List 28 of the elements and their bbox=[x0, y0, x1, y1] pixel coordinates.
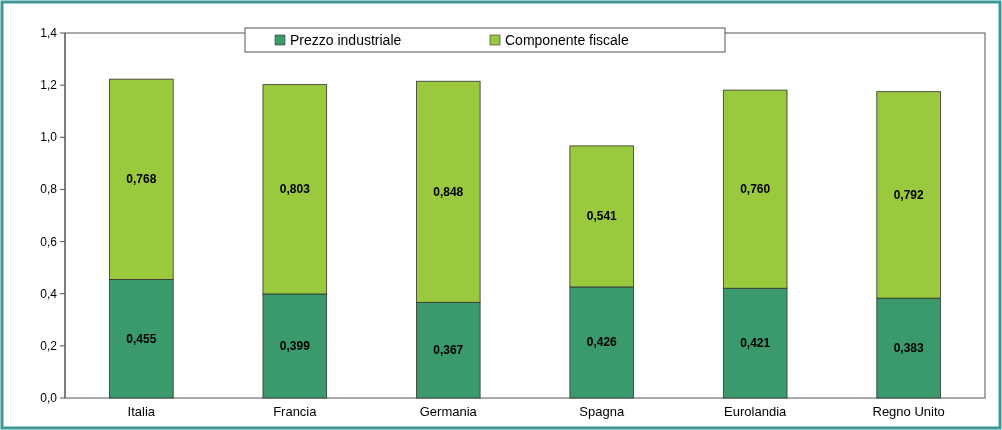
data-label: 0,803 bbox=[279, 182, 311, 197]
y-tick-label: 0,0 bbox=[40, 391, 58, 405]
data-label: 0,760 bbox=[740, 182, 771, 197]
data-label: 0,399 bbox=[279, 338, 311, 353]
data-label: 0,383 bbox=[893, 341, 924, 356]
data-label: 0,792 bbox=[893, 187, 924, 202]
legend-label: Prezzo industriale bbox=[290, 32, 402, 48]
y-tick-label: 0,4 bbox=[40, 286, 58, 301]
y-tick-label: 0,6 bbox=[40, 234, 58, 249]
legend-label: Componente fiscale bbox=[505, 32, 629, 48]
data-label: 0,541 bbox=[586, 209, 618, 224]
x-tick-label: Germania bbox=[419, 404, 478, 419]
x-tick-label: Regno Unito bbox=[872, 404, 945, 419]
x-tick-label: Spagna bbox=[579, 404, 625, 419]
data-label: 0,421 bbox=[740, 336, 771, 351]
y-tick-label: 0,8 bbox=[40, 182, 58, 197]
data-label: 0,426 bbox=[586, 335, 618, 350]
x-tick-label: Eurolandia bbox=[724, 404, 788, 419]
y-tick-label: 0,2 bbox=[40, 338, 58, 353]
data-label: 0,367 bbox=[433, 343, 464, 358]
data-label: 0,768 bbox=[126, 172, 157, 187]
y-tick-label: 1,0 bbox=[40, 130, 58, 145]
data-label: 0,455 bbox=[126, 331, 157, 346]
x-tick-label: Italia bbox=[127, 404, 156, 419]
data-label: 0,848 bbox=[433, 184, 464, 199]
y-tick-label: 1,4 bbox=[40, 26, 58, 40]
x-tick-label: Francia bbox=[273, 404, 318, 419]
y-tick-label: 1,2 bbox=[40, 78, 58, 93]
